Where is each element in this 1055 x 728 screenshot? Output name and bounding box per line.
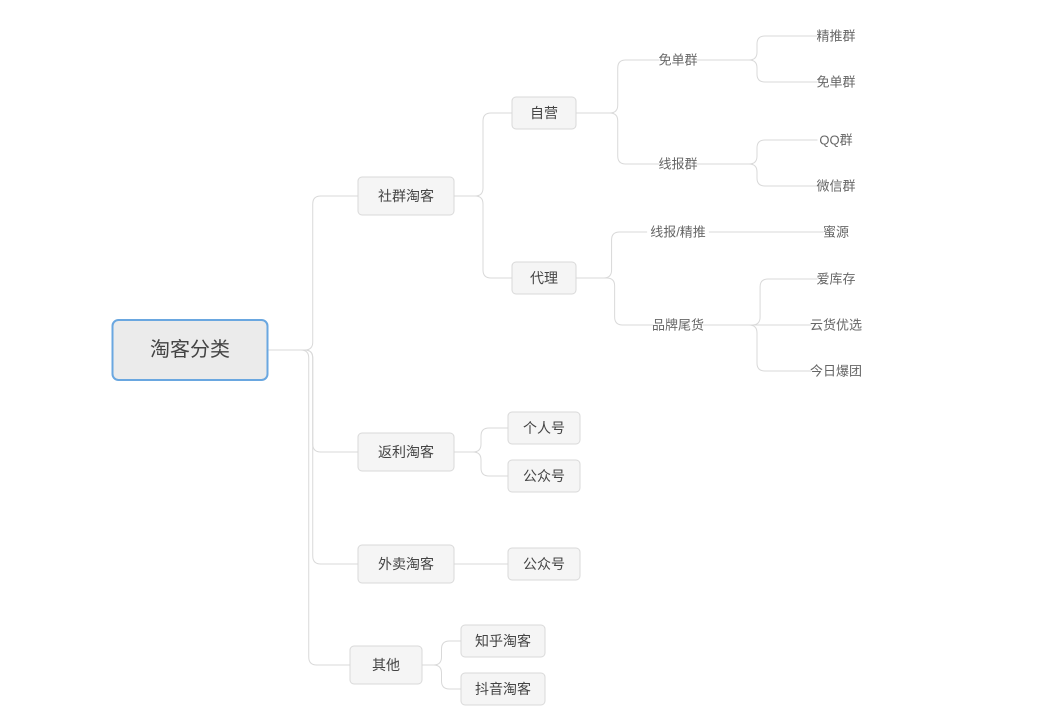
branch-2-label: 外卖淘客 — [378, 556, 434, 572]
node-1-1-label: 公众号 — [523, 468, 565, 484]
edge — [703, 325, 812, 371]
leaf-0-0-1-1: 微信群 — [816, 179, 855, 194]
node-2-0: 公众号 — [508, 548, 580, 580]
leaf-0-1-1-0: 爱库存 — [816, 272, 855, 287]
edge — [697, 60, 818, 82]
edge — [697, 140, 818, 164]
leaf-0-1-1-2: 今日爆团 — [810, 364, 862, 379]
node-1-0: 个人号 — [508, 412, 580, 444]
leaf-0-1-1: 品牌尾货 — [652, 318, 704, 333]
node-0-0-label: 自营 — [530, 105, 558, 121]
node-3-0: 知乎淘客 — [461, 625, 545, 657]
leaf-0-0-0-1: 免单群 — [816, 75, 855, 90]
branch-0: 社群淘客 — [358, 177, 454, 215]
node-3-0-label: 知乎淘客 — [475, 633, 531, 649]
leaf-0-0-1: 线报群 — [658, 157, 697, 172]
mindmap-canvas: 淘客分类 社群淘客 自营 免单群 精推群免单群线报群 QQ群微信群代理 线报/精推 蜜源品牌尾… — [0, 0, 1055, 728]
root-node-label: 淘客分类 — [150, 338, 230, 361]
edge — [576, 232, 647, 278]
leaf-0-1-0: 线报/精推 — [650, 225, 706, 240]
edge — [697, 36, 818, 60]
branch-1: 返利淘客 — [358, 433, 454, 471]
edge — [268, 196, 359, 350]
edge — [454, 428, 508, 452]
leaf-0-0-1-0: QQ群 — [819, 133, 852, 148]
edge — [576, 278, 653, 325]
edge — [454, 113, 512, 196]
node-3-1-label: 抖音淘客 — [475, 681, 531, 697]
branch-3: 其他 — [350, 646, 422, 684]
leaf-0-1-0-0: 蜜源 — [823, 225, 849, 240]
leaf-0-0-0: 免单群 — [658, 53, 697, 68]
edge — [454, 196, 512, 278]
edge — [268, 350, 351, 665]
branch-2: 外卖淘客 — [358, 545, 454, 583]
node-0-1-label: 代理 — [530, 270, 558, 286]
edge — [576, 113, 659, 164]
edge — [422, 665, 461, 689]
branch-1-label: 返利淘客 — [378, 444, 434, 460]
edge — [697, 164, 818, 186]
edge — [454, 452, 508, 476]
branch-3-label: 其他 — [372, 657, 400, 673]
node-1-0-label: 个人号 — [523, 420, 565, 436]
edge — [268, 350, 359, 564]
branch-0-label: 社群淘客 — [378, 188, 434, 204]
leaf-0-1-1-1: 云货优选 — [810, 318, 862, 333]
edge — [422, 641, 461, 665]
node-1-1: 公众号 — [508, 460, 580, 492]
edge — [703, 279, 818, 325]
node-3-1: 抖音淘客 — [461, 673, 545, 705]
node-0-1: 代理 — [512, 262, 576, 294]
node-0-0: 自营 — [512, 97, 576, 129]
root-node: 淘客分类 — [113, 320, 268, 380]
leaf-0-0-0-0: 精推群 — [816, 29, 855, 44]
edge — [576, 60, 659, 113]
node-2-0-label: 公众号 — [523, 556, 565, 572]
